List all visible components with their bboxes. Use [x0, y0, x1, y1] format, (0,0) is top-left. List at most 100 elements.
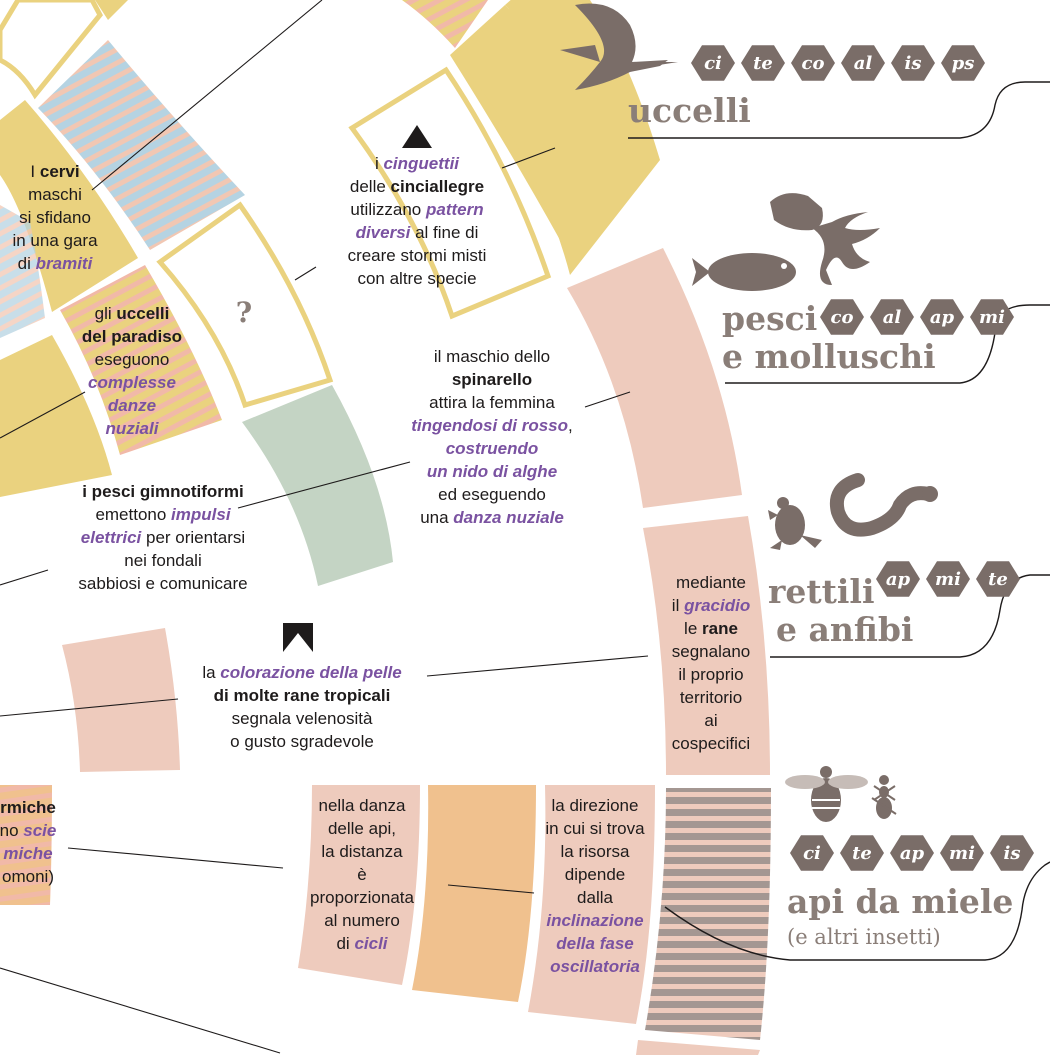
- tag-hexagon: [976, 561, 1020, 597]
- annotation-run: attira la femmina: [429, 393, 555, 412]
- annotation-line: il gracidio: [672, 596, 750, 615]
- annotation-cinciallegre: i cinguettii delle cinciallegre utilizzano…: [348, 154, 487, 288]
- annotation-line: i cinguettii: [375, 154, 460, 173]
- annotation-line: la direzione: [552, 796, 639, 815]
- annotation-line: attira la femmina: [429, 393, 555, 412]
- tag-label: te: [753, 53, 773, 74]
- annotation-run: bramiti: [36, 254, 94, 273]
- annotation-run: I: [30, 162, 39, 181]
- segment-reptiles-middle: [62, 628, 180, 772]
- annotation-line: complesse: [88, 373, 176, 392]
- annotation-run: in una gara: [12, 231, 98, 250]
- annotation-run: una: [420, 508, 453, 527]
- annotation-run: impulsi: [171, 505, 232, 524]
- annotation-line: della fase: [556, 934, 634, 953]
- segment-reptiles-outer: [643, 516, 770, 775]
- annotations: I cervi maschi si sfidano in una gara di bra…: [0, 154, 750, 976]
- annotation-line: il proprio: [678, 665, 743, 684]
- annotation-run: il proprio: [678, 665, 743, 684]
- tag-label: te: [852, 843, 872, 864]
- annotation-run: cicli: [354, 934, 388, 953]
- segment-insects-b: [412, 785, 536, 1002]
- tag-hexagon: [790, 835, 834, 871]
- tag-label: is: [905, 53, 922, 74]
- annotation-run: territorio: [680, 688, 742, 707]
- tag-label: co: [831, 307, 854, 328]
- tag-label: is: [1004, 843, 1021, 864]
- annotation-run: la: [202, 663, 220, 682]
- annotation-run: creare stormi misti: [348, 246, 487, 265]
- group-title-line: e molluschi: [722, 337, 936, 376]
- annotation-line: emettono impulsi: [95, 505, 231, 524]
- annotation-line: con altre specie: [357, 269, 476, 288]
- annotation-line: segnalano: [672, 642, 750, 661]
- annotation-line: diversi al fine di: [356, 223, 479, 242]
- tag-label: al: [854, 53, 873, 74]
- fish-icon: [692, 253, 796, 291]
- tag-label: ap: [900, 843, 925, 864]
- annotation-line: la colorazione della pelle: [202, 663, 401, 682]
- annotation-run: al fine di: [410, 223, 478, 242]
- swallow-icon: [560, 3, 678, 91]
- annotation-run: nella danza: [319, 796, 407, 815]
- annotation-run: in cui si trova: [545, 819, 645, 838]
- triangle-up-marker: [402, 125, 432, 148]
- annotation-run: cinguettii: [383, 154, 460, 173]
- annotation-run: del paradiso: [82, 327, 182, 346]
- tag-label: al: [883, 307, 902, 328]
- bee-icon: [785, 766, 868, 822]
- annotation-line: una danza nuziale: [420, 508, 564, 527]
- annotation-run: sabbiosi e comunicare: [78, 574, 247, 593]
- annotation-run: la direzione: [552, 796, 639, 815]
- group-uccelli: uccelli ci te co al is ps: [628, 45, 985, 130]
- annotation-line: nella danza: [319, 796, 407, 815]
- tag-label: ci: [803, 843, 821, 864]
- annotation-line: la distanza: [321, 842, 403, 861]
- tag-hexagon: [920, 299, 964, 335]
- annotation-line: un nido di alghe: [427, 462, 557, 481]
- octopus-icon: [770, 193, 880, 285]
- annotation-gimnotiformi: i pesci gimnotiformi emettono impulsi elet…: [78, 482, 247, 593]
- ant-icon: [871, 775, 897, 819]
- annotation-line: nei fondali: [124, 551, 202, 570]
- annotation-line: in cui si trova: [545, 819, 645, 838]
- annotation-run: il maschio dello: [434, 347, 550, 366]
- annotation-run: per orientarsi: [141, 528, 245, 547]
- annotation-run: la distanza: [321, 842, 403, 861]
- annotation-line: i pesci gimnotiformi: [82, 482, 244, 501]
- annotation-line: al numero: [324, 911, 400, 930]
- annotation-run: nei fondali: [124, 551, 202, 570]
- annotation-line: utilizzano pattern: [350, 200, 483, 219]
- frog-icon: [768, 497, 822, 550]
- annotation-line: creare stormi misti: [348, 246, 487, 265]
- annotation-line: delle cinciallegre: [350, 177, 484, 196]
- annotation-line: la risorsa: [561, 842, 631, 861]
- annotation-run: dalla: [577, 888, 613, 907]
- annotation-run: diversi: [356, 223, 412, 242]
- annotation-line: ed eseguendo: [438, 485, 546, 504]
- segment-insects-c: [528, 785, 655, 1024]
- annotation-run: elettrici: [81, 528, 143, 547]
- annotation-line: tingendosi di rosso,: [411, 416, 573, 435]
- segment-fish-outer: [567, 248, 742, 508]
- annotation-line: cospecifici: [672, 734, 750, 753]
- annotation-run: pattern: [425, 200, 484, 219]
- segment-deer-stripe-blue: [38, 40, 245, 250]
- annotation-line: inclinazione: [546, 911, 643, 930]
- annotation-run: segnala velenosità: [232, 709, 373, 728]
- annotation-line: mediante: [676, 573, 746, 592]
- annotation-run: scie: [23, 821, 56, 840]
- annotation-line: sabbiosi e comunicare: [78, 574, 247, 593]
- tag-hexagon: [970, 299, 1014, 335]
- annotation-line: di bramiti: [18, 254, 94, 273]
- annotation-run: no: [0, 821, 23, 840]
- annotation-line: è: [357, 865, 366, 884]
- annotation-run: proporzionata: [310, 888, 415, 907]
- segment-birds-outline: [348, 66, 552, 320]
- annotation-run: delle: [350, 177, 391, 196]
- annotation-run: danza nuziale: [453, 508, 564, 527]
- annotation-cervi: I cervi maschi si sfidano in una gara di bra…: [12, 162, 98, 273]
